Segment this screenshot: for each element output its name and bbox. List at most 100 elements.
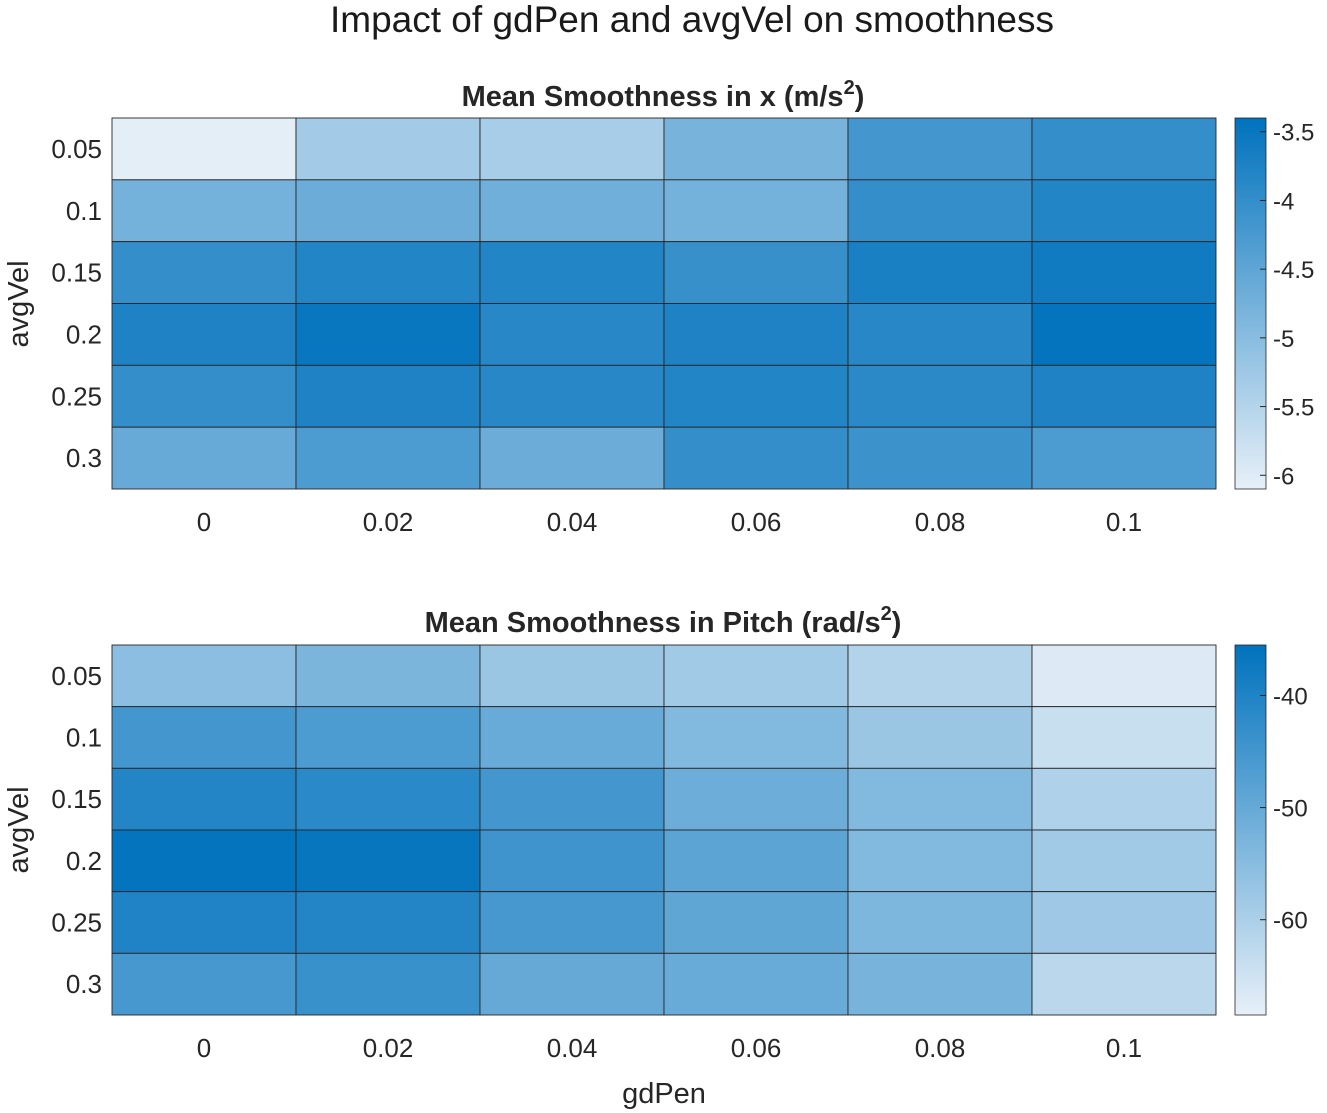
heatmap-cell [111,952,297,1016]
heatmap-cell [663,426,849,490]
heatmap-cell [1031,952,1217,1016]
colorbar-tick-label: -3.5 [1273,120,1314,147]
y-tick-label: 0.2 [66,846,102,876]
heatmap-cell [111,644,297,708]
panel-title-x: Mean Smoothness in x (m/s2) [462,77,865,113]
heatmap-cell [295,891,481,954]
x-tick-label: 0.1 [1106,507,1142,537]
heatmap-cell [1031,117,1217,181]
heatmap-cell [847,241,1033,304]
y-tick-label: 0.15 [51,784,102,814]
x-tick-label: 0.06 [731,1033,782,1063]
heatmap-cell [847,706,1033,769]
colorbar-tick-label: -40 [1273,683,1308,710]
y-tick-label: 0.15 [51,258,102,288]
heatmap-cell [1031,891,1217,954]
y-tick-label: 0.1 [66,196,102,226]
heatmap-cell [111,767,297,831]
colorbar-tick-label: -6 [1273,463,1294,490]
x-tick-label: 0.02 [363,1033,414,1063]
heatmap-cell [295,767,481,831]
colorbar-tick-label: -5.5 [1273,395,1314,422]
heatmap-cell [663,364,849,428]
x-tick-label: 0.04 [547,507,598,537]
heatmap-cell [479,241,665,304]
heatmap-cell [1031,303,1217,366]
heatmap-cell [847,891,1033,954]
y-tick-label: 0.25 [51,381,102,411]
heatmap-cell [1031,179,1217,243]
y-tick-label: 0.1 [66,723,102,753]
heatmap-cell [479,952,665,1016]
heatmap-cells-x [111,117,1217,490]
x-tick-label: 0.08 [915,1033,966,1063]
heatmap-cell [1031,767,1217,831]
heatmap-cells-pitch [111,644,1217,1016]
x-tick-label: 0.1 [1106,1033,1142,1063]
heatmap-cell [479,117,665,181]
heatmap-cell [295,364,481,428]
heatmap-cell [663,952,849,1016]
heatmap-cell [111,891,297,954]
y-tick-label: 0.3 [66,443,102,473]
heatmap-cell [295,303,481,366]
heatmap-cell [295,829,481,893]
heatmap-cell [1031,364,1217,428]
x-tick-label: 0.08 [915,507,966,537]
x-tick-label: 0.02 [363,507,414,537]
colorbar-tick-label: -4.5 [1273,257,1314,284]
y-tick-labels-x: 0.05 0.1 0.15 0.2 0.25 0.3 [51,134,102,473]
y-tick-label: 0.05 [51,134,102,164]
heatmap-cell [663,829,849,893]
x-axis-label: gdPen [622,1078,706,1110]
heatmap-cell [479,829,665,893]
colorbar-x [1234,117,1267,490]
heatmap-cell [295,952,481,1016]
heatmap-cell [295,117,481,181]
heatmap-cell [479,644,665,708]
colorbar-ticks-pitch: -40 -50 -60 [1260,683,1308,935]
heatmap-cell [295,706,481,769]
x-tick-label: 0.06 [731,507,782,537]
heatmap-cell [847,303,1033,366]
y-tick-label: 0.3 [66,969,102,999]
heatmap-cell [663,644,849,708]
heatmap-cell [847,179,1033,243]
y-axis-label-x: avgVel [3,260,35,347]
heatmap-cell [1031,706,1217,769]
heatmap-cell [663,241,849,304]
colorbar-tick-label: -4 [1273,188,1294,215]
colorbar-pitch [1234,644,1267,1016]
colorbar-ticks-x: -3.5 -4 -4.5 -5 -5.5 -6 [1260,120,1314,490]
x-tick-label: 0.04 [547,1033,598,1063]
heatmap-cell [847,117,1033,181]
heatmap-cell [111,426,297,490]
heatmap-panel-pitch: Mean Smoothness in Pitch (rad/s2) 0.050.… [3,603,1308,1063]
colorbar-tick-label: -5 [1273,326,1294,353]
heatmap-cell [663,706,849,769]
heatmap-cell [479,706,665,769]
x-tick-labels-x: 0 0.02 0.04 0.06 0.08 0.1 [197,507,1142,537]
x-tick-label: 0 [197,507,211,537]
heatmap-cell [663,179,849,243]
heatmap-cell [295,426,481,490]
heatmap-cell [1031,829,1217,893]
figure-suptitle: Impact of gdPen and avgVel on smoothness [330,0,1054,40]
x-tick-label: 0 [197,1033,211,1063]
heatmap-cell [479,179,665,243]
heatmap-cell [1031,426,1217,490]
y-tick-label: 0.05 [51,661,102,691]
heatmap-cell [111,179,297,243]
heatmap-cell [847,829,1033,893]
heatmap-cell [1031,644,1217,708]
heatmap-cell [111,303,297,366]
heatmap-cell [847,426,1033,490]
heatmap-cell [295,644,481,708]
heatmap-cell [663,891,849,954]
heatmap-cell [479,891,665,954]
colorbar-tick-label: -60 [1273,908,1308,935]
heatmap-cell [663,767,849,831]
heatmap-cell [663,117,849,181]
heatmap-cell [111,241,297,304]
